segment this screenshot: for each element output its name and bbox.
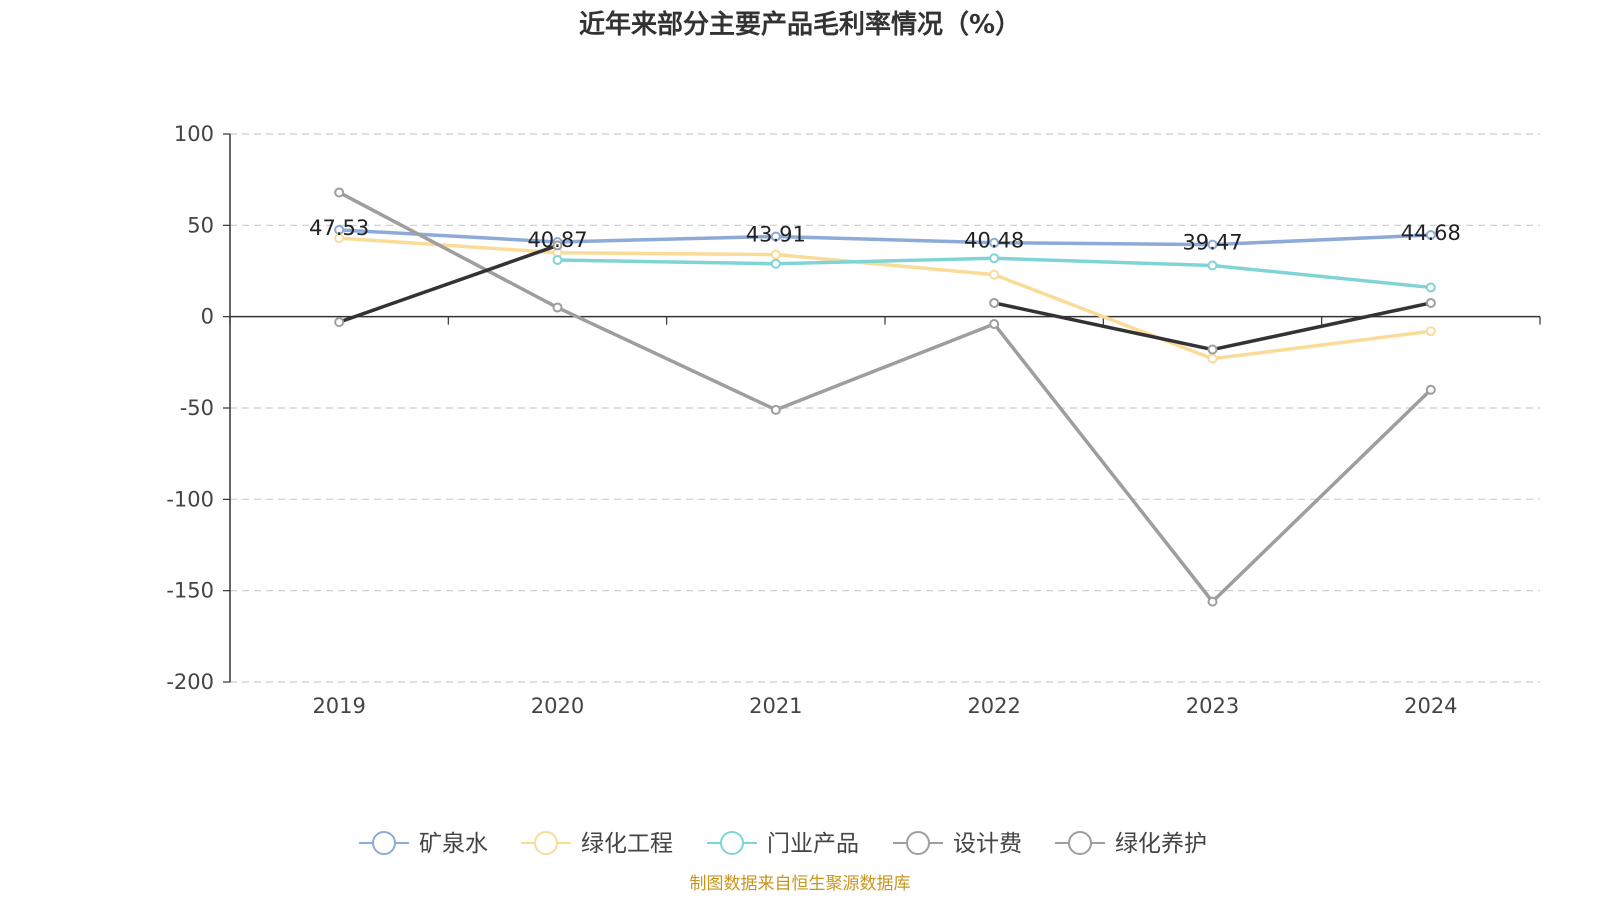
legend-item-3[interactable]: 门业产品 (707, 831, 859, 857)
legend-marker (534, 831, 558, 855)
legend-marker (1068, 831, 1092, 855)
data-point (552, 240, 563, 251)
data-point (1425, 326, 1436, 337)
data-label: 47.53 (309, 216, 369, 240)
series-group (334, 187, 1436, 607)
data-point (1425, 282, 1436, 293)
x-tick-label: 2020 (531, 694, 584, 718)
y-tick-label: -150 (166, 579, 214, 603)
legend-marker (906, 831, 930, 855)
axes: 100 50 0 -50 -100 -150 -200 2019 2020 2021 2022 202… (166, 122, 1541, 718)
data-point (770, 249, 781, 260)
data-point (334, 317, 345, 328)
data-point (989, 318, 1000, 329)
legend-item-5[interactable]: 绿化养护 (1055, 831, 1207, 857)
data-point (1207, 353, 1218, 364)
data-point (989, 253, 1000, 264)
data-label: 40.48 (964, 229, 1024, 253)
data-point (989, 269, 1000, 280)
series-4 (334, 187, 1436, 607)
data-labels: 47.53 40.87 43.91 40.48 39.47 44.68 (309, 216, 1461, 255)
data-point (552, 302, 563, 313)
data-point (989, 297, 1000, 308)
x-tick-label: 2023 (1186, 694, 1239, 718)
data-point (1425, 384, 1436, 395)
y-tick-label: 100 (174, 122, 214, 146)
data-point (770, 231, 781, 242)
y-tick-label: -200 (166, 670, 214, 694)
legend-label: 矿泉水 (419, 831, 488, 857)
data-point (1425, 230, 1436, 241)
data-point (770, 404, 781, 415)
x-tick-label: 2021 (749, 694, 802, 718)
series-line (339, 236, 1432, 361)
data-label: 44.68 (1401, 221, 1461, 245)
legend-item-4[interactable]: 设计费 (893, 831, 1022, 857)
y-tick-label: 50 (187, 213, 214, 237)
x-tick-label: 2024 (1404, 694, 1457, 718)
grid-lines (230, 133, 1540, 683)
legend-label: 绿化养护 (1115, 831, 1207, 857)
y-tick-label: 0 (201, 305, 214, 329)
data-point (1207, 344, 1218, 355)
series-2 (334, 233, 1436, 364)
data-label: 43.91 (746, 222, 806, 246)
series-line (339, 228, 1431, 247)
legend-label: 设计费 (953, 831, 1022, 857)
data-label: 39.47 (1182, 231, 1242, 255)
series-5 (334, 240, 1436, 355)
legend-item-2[interactable]: 绿化工程 (521, 831, 673, 857)
chart-title: 近年来部分主要产品毛利率情况（%） (579, 9, 1021, 40)
series-1 (334, 224, 1436, 250)
data-point (1207, 596, 1218, 607)
data-point (1207, 239, 1218, 250)
data-point (334, 187, 345, 198)
legend-marker (372, 831, 396, 855)
legend[interactable]: 矿泉水 绿化工程 门业产品 设计费 绿化养护 (359, 831, 1207, 857)
legend-label: 门业产品 (767, 831, 859, 857)
data-point (552, 255, 563, 266)
legend-marker (720, 831, 744, 855)
data-point (989, 237, 1000, 248)
data-point (1425, 297, 1436, 308)
legend-label: 绿化工程 (581, 831, 673, 857)
source-note: 制图数据来自恒生聚源数据库 (690, 874, 911, 894)
data-point (334, 233, 345, 244)
y-tick-label: -50 (180, 396, 214, 420)
y-tick-label: -100 (166, 487, 214, 511)
data-point (770, 258, 781, 269)
data-point (1207, 260, 1218, 271)
data-label: 40.87 (527, 228, 587, 252)
x-tick-label: 2022 (967, 694, 1020, 718)
x-tick-label: 2019 (312, 694, 365, 718)
series-line (993, 301, 1432, 352)
legend-item-1[interactable]: 矿泉水 (359, 831, 488, 857)
series-line (338, 190, 1433, 604)
series-line (338, 243, 559, 324)
series-3 (552, 253, 1436, 293)
